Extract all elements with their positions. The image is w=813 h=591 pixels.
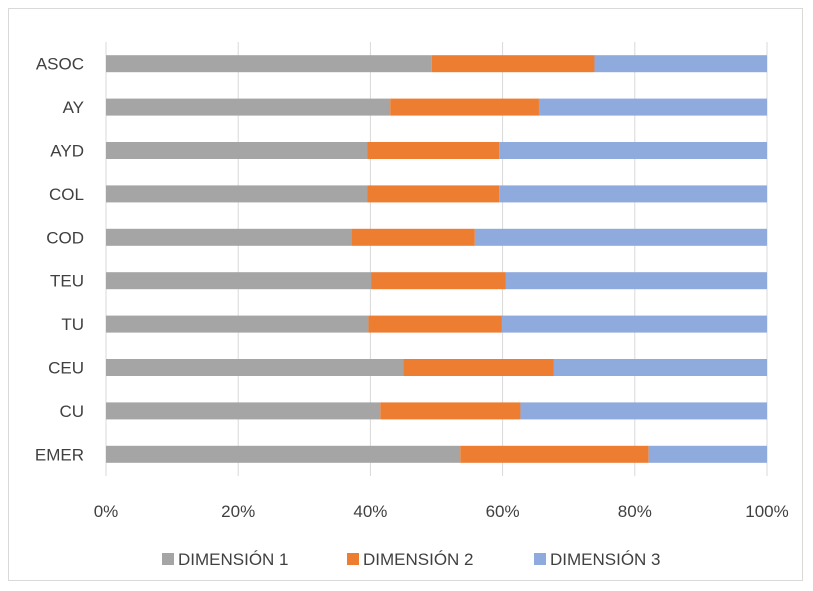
bar-segment [106, 445, 461, 463]
bar-segment [648, 445, 767, 463]
bar-segment [106, 55, 432, 73]
legend: DIMENSIÓN 1 DIMENSIÓN 2 DIMENSIÓN 3 [162, 550, 661, 569]
bar-segment [106, 402, 381, 420]
bar-segment [553, 359, 767, 376]
bar-segment [351, 228, 475, 246]
bar-segment [403, 359, 554, 376]
bar-segment [460, 445, 649, 463]
category-label: TU [61, 315, 84, 334]
bar-segment [390, 98, 539, 116]
category-labels: ASOC AY AYD COL COD TEU TU CEU CU EMER [35, 55, 84, 465]
bar-segment [367, 185, 500, 203]
legend-label: DIMENSIÓN 2 [363, 550, 474, 569]
category-label: TEU [50, 272, 84, 291]
category-label: AYD [50, 142, 84, 161]
bar-segment [474, 228, 767, 246]
bar-segment [106, 142, 368, 159]
x-tick-label: 0% [94, 502, 119, 521]
bar-segment [106, 98, 391, 116]
bar-segment [505, 272, 767, 290]
category-label: CEU [48, 359, 84, 378]
x-tick-label: 20% [221, 502, 255, 521]
bar-segment [367, 142, 500, 159]
category-label: CU [59, 402, 84, 421]
bar-segment [106, 315, 369, 333]
bar-segment [106, 359, 404, 376]
bar-segment [499, 185, 767, 203]
category-label: COD [46, 228, 84, 247]
bar-segment [368, 315, 502, 333]
bar-segment [106, 185, 368, 203]
legend-label: DIMENSIÓN 1 [178, 550, 289, 569]
bar-segment [520, 402, 767, 420]
x-tick-label: 40% [353, 502, 387, 521]
legend-label: DIMENSIÓN 3 [550, 550, 661, 569]
category-label: AY [63, 98, 84, 117]
bar-segment [538, 98, 767, 116]
bar-segment [499, 142, 767, 159]
bar-segment [380, 402, 521, 420]
bar-segment [431, 55, 595, 73]
category-label: ASOC [36, 55, 84, 74]
bar-segment [106, 228, 352, 246]
x-tick-label: 100% [745, 502, 788, 521]
bar-segment [106, 272, 372, 290]
bar-segment [594, 55, 767, 73]
x-tick-label: 60% [486, 502, 520, 521]
bar-segment [501, 315, 767, 333]
legend-swatch [162, 553, 174, 565]
bars-layer [106, 55, 767, 463]
category-label: COL [49, 185, 84, 204]
legend-swatch [534, 553, 546, 565]
x-tick-label: 80% [618, 502, 652, 521]
bar-segment [371, 272, 506, 290]
category-label: EMER [35, 445, 84, 464]
x-tick-labels: 0% 20% 40% 60% 80% 100% [94, 502, 789, 521]
legend-swatch [347, 553, 359, 565]
